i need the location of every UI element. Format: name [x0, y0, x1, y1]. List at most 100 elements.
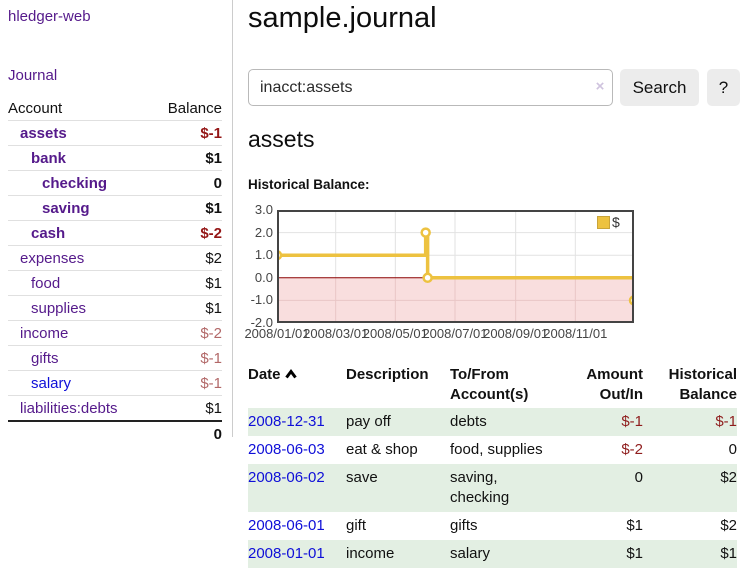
- account-row: expenses $2: [8, 245, 222, 271]
- sidebar: hledger-web Journal Account Balance asse…: [0, 0, 233, 446]
- search-input[interactable]: [248, 69, 613, 106]
- account-link-food[interactable]: food: [31, 275, 61, 292]
- account-row: liabilities:debts $1: [8, 395, 222, 422]
- account-link-saving[interactable]: saving: [42, 200, 90, 217]
- account-balance: $-1: [151, 120, 222, 146]
- chart-x-tick-label: 2008/11/01: [543, 326, 608, 341]
- account-row: gifts $-1: [8, 345, 222, 371]
- chart-legend: $: [597, 214, 620, 230]
- chart-x-tick-label: 2008/07/01: [422, 326, 488, 341]
- account-balance: $1: [151, 145, 222, 171]
- account-balance: 0: [151, 170, 222, 196]
- sort-ascending-icon: [284, 365, 297, 385]
- transaction-date-link[interactable]: 2008-01-01: [248, 545, 325, 562]
- page-title: sample.journal: [248, 2, 437, 34]
- chart-x-tick-label: 2008/05/01: [362, 326, 428, 341]
- account-row: bank $1: [8, 145, 222, 171]
- chart-x-tick-label: 2008/01/01: [244, 326, 310, 341]
- account-link-expenses[interactable]: expenses: [20, 250, 85, 267]
- account-row: salary $-1: [8, 370, 222, 396]
- transaction-description: income: [346, 545, 395, 562]
- register-row: 2008-06-03 eat & shop food, supplies $-2…: [248, 436, 737, 464]
- search-button[interactable]: Search: [620, 69, 699, 106]
- clear-search-icon[interactable]: ×: [595, 78, 605, 95]
- account-row: food $1: [8, 270, 222, 296]
- account-link-gifts[interactable]: gifts: [31, 350, 59, 367]
- account-balance: $1: [151, 395, 222, 422]
- register-header-amount: Amount Out/In: [586, 366, 643, 403]
- account-link-liabilities-debts[interactable]: liabilities:debts: [20, 400, 118, 417]
- register-row: 2008-06-01 gift gifts $1 $2: [248, 512, 737, 540]
- chart-y-tick-label: 0.0: [254, 269, 273, 285]
- transaction-amount: $1: [626, 517, 643, 534]
- account-balance: $-2: [151, 320, 222, 346]
- register-row: 2008-01-01 income salary $1 $1: [248, 540, 737, 568]
- transaction-accounts: saving, checking: [450, 469, 510, 506]
- transaction-balance: $2: [720, 517, 737, 534]
- chart-data-point: [422, 272, 433, 284]
- transaction-date-link[interactable]: 2008-06-02: [248, 469, 325, 486]
- account-balance: $-1: [151, 370, 222, 396]
- register-header-row: Date Description To/From Account(s) Amoun…: [248, 362, 737, 408]
- account-balance: $-2: [151, 220, 222, 246]
- register-row: 2008-06-02 save saving, checking 0 $2: [248, 464, 737, 512]
- chart-border: [277, 210, 634, 323]
- transaction-amount: $1: [626, 545, 643, 562]
- transaction-description: gift: [346, 517, 367, 534]
- register-header-balance: Historical Balance: [668, 366, 737, 403]
- transaction-date-link[interactable]: 2008-12-31: [248, 413, 325, 430]
- account-balance: $2: [151, 245, 222, 271]
- transaction-amount: $-2: [621, 441, 643, 458]
- account-row: cash $-2: [8, 220, 222, 246]
- transaction-accounts: gifts: [450, 517, 478, 534]
- chart-y-tick-label: -2.0: [250, 315, 273, 330]
- transaction-date-link[interactable]: 2008-06-03: [248, 441, 325, 458]
- register-table: Date Description To/From Account(s) Amoun…: [248, 362, 737, 568]
- account-link-bank[interactable]: bank: [31, 150, 67, 167]
- account-heading: assets: [248, 126, 315, 152]
- transaction-accounts: debts: [450, 413, 487, 430]
- account-link-income[interactable]: income: [20, 325, 69, 342]
- transaction-date-link[interactable]: 2008-06-01: [248, 517, 325, 534]
- sidebar-item-journal[interactable]: Journal: [8, 67, 58, 84]
- accounts-header-balance: Balance: [151, 96, 222, 121]
- transaction-balance: $-1: [715, 413, 737, 430]
- account-link-checking[interactable]: checking: [42, 175, 108, 192]
- historical-balance-label: Historical Balance:: [248, 177, 370, 192]
- account-row: supplies $1: [8, 295, 222, 321]
- chart-y-tick-label: -1.0: [250, 292, 273, 308]
- account-link-salary[interactable]: salary: [31, 375, 72, 392]
- register-row: 2008-12-31 pay off debts $-1 $-1: [248, 408, 737, 436]
- account-row: income $-2: [8, 320, 222, 346]
- account-link-cash[interactable]: cash: [31, 225, 66, 242]
- transaction-balance: $2: [720, 469, 737, 486]
- app-title-link[interactable]: hledger-web: [8, 8, 91, 25]
- account-row: saving $1: [8, 195, 222, 221]
- chart-y-tick-label: 2.0: [254, 224, 273, 240]
- account-balance: $1: [151, 295, 222, 321]
- register-header-date[interactable]: Date: [248, 362, 346, 408]
- chart-y-tick-label: 1.0: [254, 247, 273, 263]
- account-balance: $1: [151, 195, 222, 221]
- transaction-amount: 0: [634, 469, 643, 486]
- transaction-description: eat & shop: [346, 441, 418, 458]
- transaction-balance: 0: [728, 441, 737, 458]
- transaction-description: save: [346, 469, 378, 486]
- chart-x-tick-label: 2008/09/01: [483, 326, 549, 341]
- account-link-assets[interactable]: assets: [20, 125, 67, 142]
- chart-plot-area: [271, 210, 640, 323]
- account-link-supplies[interactable]: supplies: [31, 300, 87, 317]
- accounts-table: Account Balance assets $-1 bank $1 check…: [8, 96, 222, 446]
- account-balance: $1: [151, 270, 222, 296]
- legend-label: $: [612, 214, 620, 230]
- account-balance: $-1: [151, 345, 222, 371]
- register-header-tofrom: To/From Account(s): [450, 366, 529, 403]
- help-button[interactable]: ?: [707, 69, 740, 106]
- transaction-amount: $-1: [621, 413, 643, 430]
- transaction-balance: $1: [720, 545, 737, 562]
- historical-balance-chart: 3.0 2.0 1.0 0.0 -1.0 -2.0 2008/01/01 2008/03/01…: [244, 202, 742, 346]
- transaction-accounts: food, supplies: [450, 441, 543, 458]
- accounts-total-row: 0: [8, 420, 222, 446]
- chart-x-tick-label: 2008/03/01: [303, 326, 369, 341]
